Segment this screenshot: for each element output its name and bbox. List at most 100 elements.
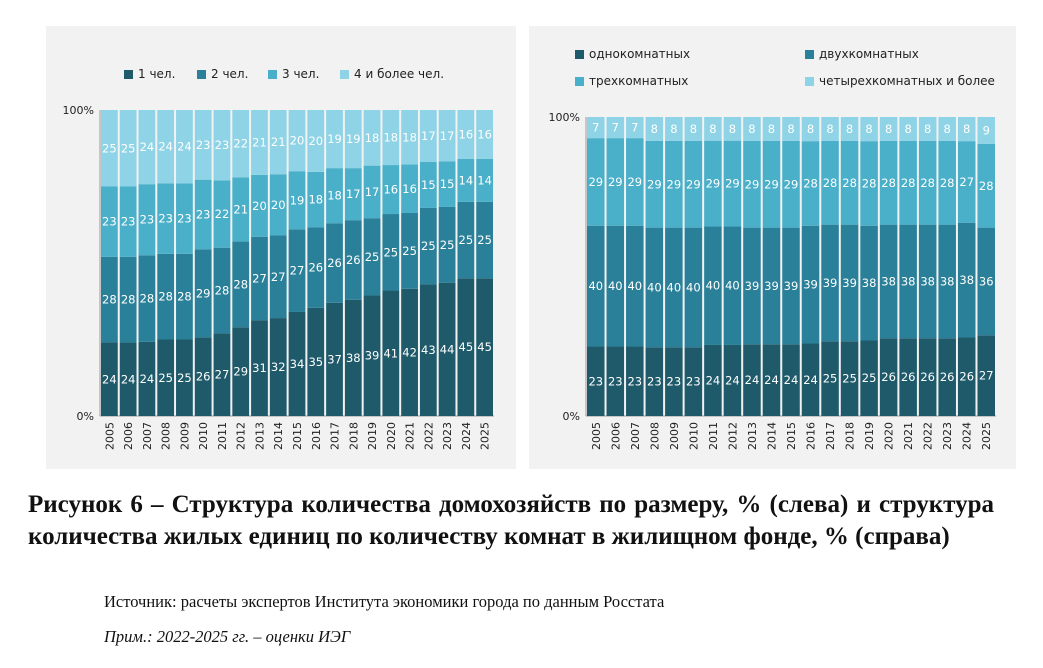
data-label: 9 <box>983 123 990 137</box>
bar-segment <box>213 110 231 181</box>
data-label: 29 <box>667 177 682 191</box>
y-tick-label: 0% <box>77 410 94 423</box>
data-label: 27 <box>979 369 994 383</box>
data-label: 25 <box>365 250 380 264</box>
data-label: 28 <box>862 176 877 190</box>
data-label: 39 <box>745 279 760 293</box>
bar-segment <box>344 220 362 300</box>
legend-label: 2 чел. <box>211 67 248 81</box>
bar-segment <box>626 225 644 347</box>
data-label: 8 <box>787 122 794 136</box>
data-label: 19 <box>327 132 342 146</box>
bar-segment <box>587 346 605 416</box>
data-label: 38 <box>862 276 877 290</box>
bar-segment <box>232 177 250 242</box>
data-label: 40 <box>627 279 642 293</box>
data-label: 39 <box>784 279 799 293</box>
y-tick-label: 100% <box>549 111 580 124</box>
bar-segment <box>860 117 878 142</box>
data-label: 23 <box>588 374 603 388</box>
bar-segment <box>288 171 306 230</box>
x-tick-label: 2024 <box>961 422 974 450</box>
data-label: 29 <box>764 177 779 191</box>
bar-segment <box>157 253 175 340</box>
data-label: 18 <box>383 131 398 145</box>
data-label: 7 <box>592 121 599 135</box>
data-label: 16 <box>383 183 398 197</box>
data-label: 23 <box>667 375 682 389</box>
data-label: 23 <box>608 374 623 388</box>
x-tick-label: 2020 <box>883 422 896 450</box>
data-label: 29 <box>233 365 248 379</box>
bar-segment <box>419 284 437 416</box>
bar-segment <box>801 343 820 416</box>
data-label: 19 <box>290 193 305 207</box>
data-label: 24 <box>764 373 779 387</box>
bar-segment <box>723 344 742 416</box>
bar-segment <box>957 337 976 416</box>
data-label: 18 <box>308 193 323 207</box>
data-label: 8 <box>826 122 833 136</box>
x-tick-label: 2022 <box>422 422 435 450</box>
x-tick-label: 2016 <box>805 422 818 450</box>
data-label: 28 <box>215 284 230 298</box>
bar-segment <box>251 320 268 416</box>
data-label: 17 <box>421 129 436 143</box>
data-label: 14 <box>477 173 492 187</box>
bar-segment <box>977 335 995 416</box>
bar-segment <box>457 201 475 279</box>
data-label: 8 <box>807 122 814 136</box>
bar-segment <box>899 140 917 225</box>
bar-segment <box>626 138 644 226</box>
bar-segment <box>860 141 878 226</box>
bar-segment <box>401 213 418 289</box>
legend-swatch <box>340 70 349 79</box>
chart-rooms-panel: однокомнатных двухкомнатных трехкомнатных ч… <box>529 26 1016 469</box>
bar-segment <box>840 117 859 141</box>
bar-segment <box>476 201 493 279</box>
data-label: 26 <box>920 370 935 384</box>
bar-segment <box>307 227 325 308</box>
data-label: 32 <box>271 360 286 374</box>
bar-segment <box>762 117 781 141</box>
bar-segment <box>821 224 839 342</box>
bar-segment <box>645 227 664 348</box>
data-label: 29 <box>627 175 642 189</box>
bar-segment <box>363 110 381 166</box>
bar-segment <box>213 180 231 248</box>
x-tick-label: 2024 <box>460 422 473 450</box>
data-label: 25 <box>440 238 455 252</box>
x-tick-label: 2008 <box>160 422 173 450</box>
data-label: 23 <box>196 138 211 152</box>
x-tick-label: 2015 <box>785 422 798 450</box>
data-label: 27 <box>215 368 230 382</box>
bar-segment <box>606 346 625 416</box>
bar-segment <box>762 344 781 416</box>
legend-swatch <box>124 70 133 79</box>
bar-segment <box>157 110 175 184</box>
data-label: 27 <box>959 175 974 189</box>
bar-segment <box>840 140 859 225</box>
x-tick-label: 2012 <box>235 422 248 450</box>
data-label: 27 <box>252 271 267 285</box>
bar-segment <box>438 282 456 416</box>
bar-segment <box>879 338 898 416</box>
bar-segment <box>918 117 937 141</box>
bar-segment <box>476 278 493 416</box>
data-label: 29 <box>686 177 701 191</box>
data-label: 31 <box>252 361 267 375</box>
bar-segment <box>213 333 231 416</box>
data-label: 23 <box>196 208 211 222</box>
data-label: 28 <box>901 176 916 190</box>
x-tick-label: 2017 <box>824 422 837 450</box>
data-label: 8 <box>885 122 892 136</box>
data-label: 26 <box>196 370 211 384</box>
data-label: 39 <box>803 278 818 292</box>
bar-segment <box>138 184 156 256</box>
bar-segment <box>438 110 456 162</box>
x-tick-label: 2025 <box>980 422 993 450</box>
bar-segment <box>138 341 156 416</box>
data-label: 29 <box>588 175 603 189</box>
data-label: 44 <box>440 342 455 356</box>
bar-segment <box>938 224 956 339</box>
